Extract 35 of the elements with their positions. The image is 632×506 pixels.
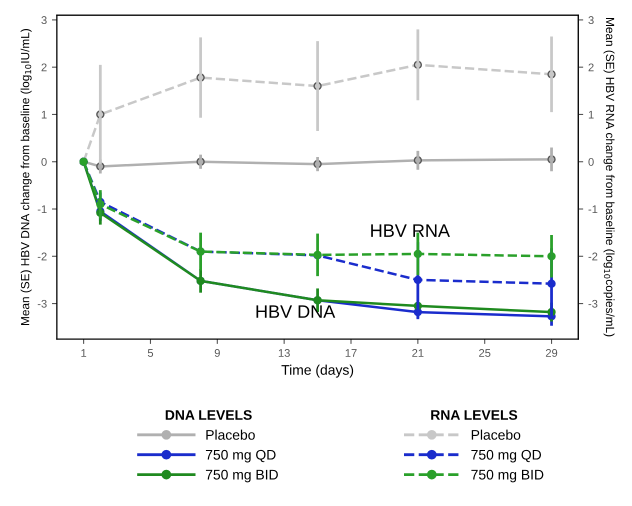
x-tick-label: 13 — [278, 349, 290, 357]
x-tick-label: 9 — [214, 349, 220, 357]
y-tick-label: -1 — [38, 205, 47, 214]
legend-title: DNA LEVELS — [166, 410, 252, 420]
x-axis-title: Time (days) — [282, 364, 354, 378]
y-tick-label: -2 — [38, 252, 47, 260]
x-tick-label: 21 — [412, 349, 424, 357]
y2-tick-label: 3 — [588, 16, 594, 24]
y-tick-label: 0 — [41, 158, 47, 166]
y-tick-label: -3 — [38, 300, 47, 308]
annotation: HBV DNA — [256, 305, 336, 318]
annotation: HBV RNA — [371, 224, 450, 237]
y2-tick-label: 2 — [588, 63, 594, 72]
text: RNA LEVELS — [431, 410, 518, 420]
y-tick-label: 1 — [42, 110, 47, 118]
x-tick-label: 1 — [81, 349, 86, 357]
y-tick-label: 3 — [41, 16, 47, 24]
y2-tick-label: -3 — [588, 300, 598, 308]
x-tick-label: 17 — [346, 349, 357, 357]
x-tick-label: 29 — [546, 349, 558, 357]
y2-tick-label: -2 — [588, 252, 598, 260]
legend-label: 750 mg BID — [471, 470, 544, 482]
y-tick-label: 2 — [42, 63, 47, 72]
legend-label: 750 mg QD — [471, 450, 542, 462]
y2-axis-title: Mean (SE) HBV RNA change from baseline (log$_{10}$copies/mL) — [604, 18, 615, 336]
legend-label: Placebo — [472, 430, 520, 440]
x-tick-label: 5 — [148, 349, 154, 357]
y2-tick-label: 1 — [588, 110, 594, 118]
y-axis-title: Mean (SE) HBV DNA change from baseline (log$_{10}$IU/mL) — [20, 29, 32, 325]
x-tick-label: 25 — [479, 349, 490, 357]
y2-tick-label: -1 — [588, 205, 598, 214]
legend-label: 750 mg QD — [206, 450, 276, 462]
y2-tick-label: 0 — [588, 158, 594, 166]
legend-label: Placebo — [206, 430, 255, 440]
legend-label: 750 mg BID — [206, 470, 278, 482]
